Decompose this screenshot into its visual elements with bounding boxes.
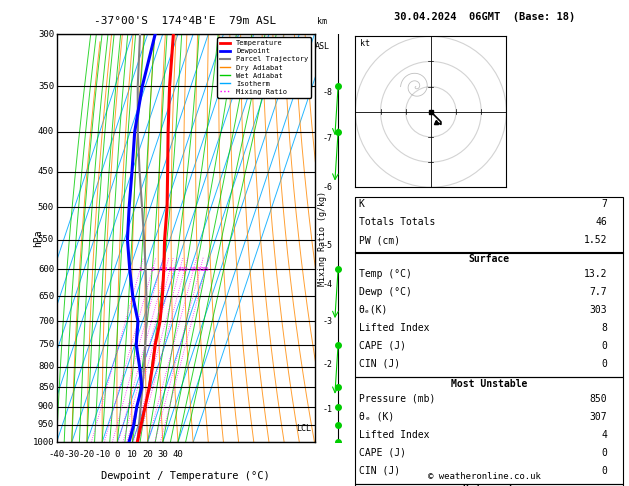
- Text: CIN (J): CIN (J): [359, 359, 399, 369]
- Text: CIN (J): CIN (J): [359, 466, 399, 475]
- Text: Lifted Index: Lifted Index: [359, 430, 429, 439]
- Text: 0: 0: [601, 448, 607, 457]
- Text: LCL: LCL: [296, 424, 311, 433]
- Text: -30: -30: [64, 451, 80, 459]
- Text: 1.52: 1.52: [584, 235, 607, 245]
- Text: 1: 1: [138, 266, 142, 272]
- Text: 20: 20: [196, 266, 204, 272]
- Text: 1000: 1000: [33, 438, 54, 447]
- Text: 450: 450: [38, 167, 54, 176]
- Text: 5: 5: [168, 266, 172, 272]
- Text: 850: 850: [589, 394, 607, 403]
- Text: 350: 350: [38, 82, 54, 91]
- Text: -8: -8: [323, 87, 332, 97]
- Text: -3: -3: [323, 317, 332, 326]
- Text: CAPE (J): CAPE (J): [359, 448, 406, 457]
- Text: -10: -10: [94, 451, 110, 459]
- Text: 10: 10: [181, 266, 189, 272]
- Text: 650: 650: [38, 292, 54, 301]
- Legend: Temperature, Dewpoint, Parcel Trajectory, Dry Adiabat, Wet Adiabat, Isotherm, Mi: Temperature, Dewpoint, Parcel Trajectory…: [217, 37, 311, 98]
- Text: 307: 307: [589, 412, 607, 421]
- Text: 2: 2: [150, 266, 155, 272]
- Text: 7: 7: [601, 199, 607, 209]
- Text: 850: 850: [38, 382, 54, 392]
- Text: 6: 6: [172, 266, 176, 272]
- Text: Most Unstable: Most Unstable: [451, 379, 527, 389]
- Text: 10: 10: [127, 451, 138, 459]
- Text: 0: 0: [601, 359, 607, 369]
- Text: -5: -5: [323, 241, 332, 250]
- Text: 13.2: 13.2: [584, 269, 607, 279]
- Text: CAPE (J): CAPE (J): [359, 341, 406, 351]
- Text: 8: 8: [178, 266, 182, 272]
- Text: -2: -2: [323, 360, 332, 369]
- Text: 7.7: 7.7: [589, 287, 607, 297]
- Text: θₑ (K): θₑ (K): [359, 412, 394, 421]
- Text: -20: -20: [79, 451, 95, 459]
- Text: 950: 950: [38, 420, 54, 429]
- Text: 4: 4: [601, 430, 607, 439]
- Text: 30.04.2024  06GMT  (Base: 18): 30.04.2024 06GMT (Base: 18): [394, 12, 575, 22]
- Text: hPa: hPa: [33, 229, 43, 247]
- Text: 0: 0: [114, 451, 120, 459]
- Text: -40: -40: [48, 451, 65, 459]
- Text: Pressure (mb): Pressure (mb): [359, 394, 435, 403]
- Text: 303: 303: [589, 305, 607, 315]
- Text: Totals Totals: Totals Totals: [359, 217, 435, 227]
- Text: 46: 46: [595, 217, 607, 227]
- Text: 700: 700: [38, 317, 54, 326]
- Text: 550: 550: [38, 235, 54, 244]
- Text: 3: 3: [158, 266, 162, 272]
- Text: 20: 20: [142, 451, 153, 459]
- Text: -7: -7: [323, 134, 332, 143]
- Text: 800: 800: [38, 362, 54, 371]
- Text: Temp (°C): Temp (°C): [359, 269, 411, 279]
- Text: 500: 500: [38, 203, 54, 212]
- Text: 400: 400: [38, 127, 54, 136]
- Text: 4: 4: [164, 266, 168, 272]
- Text: km: km: [318, 17, 327, 26]
- Text: 40: 40: [172, 451, 183, 459]
- Text: 600: 600: [38, 264, 54, 274]
- Text: K: K: [359, 199, 364, 209]
- Text: kt: kt: [360, 39, 370, 49]
- Text: Lifted Index: Lifted Index: [359, 323, 429, 333]
- Text: -4: -4: [323, 280, 332, 289]
- Text: 0: 0: [601, 466, 607, 475]
- Text: PW (cm): PW (cm): [359, 235, 399, 245]
- Text: 900: 900: [38, 402, 54, 411]
- Text: -1: -1: [323, 405, 332, 414]
- Text: -6: -6: [323, 183, 332, 192]
- Text: Mixing Ratio (g/kg): Mixing Ratio (g/kg): [318, 191, 327, 286]
- Text: 30: 30: [157, 451, 168, 459]
- Text: ASL: ASL: [315, 42, 330, 51]
- Text: Dewp (°C): Dewp (°C): [359, 287, 411, 297]
- Text: Dewpoint / Temperature (°C): Dewpoint / Temperature (°C): [101, 471, 270, 481]
- Text: 0: 0: [601, 341, 607, 351]
- Text: θₑ(K): θₑ(K): [359, 305, 388, 315]
- Text: Surface: Surface: [469, 254, 509, 264]
- Text: 25: 25: [201, 266, 209, 272]
- Text: © weatheronline.co.uk: © weatheronline.co.uk: [428, 472, 541, 481]
- Text: 15: 15: [190, 266, 198, 272]
- Text: 8: 8: [601, 323, 607, 333]
- Text: -37°00'S  174°4B'E  79m ASL: -37°00'S 174°4B'E 79m ASL: [94, 16, 277, 26]
- Text: 750: 750: [38, 340, 54, 349]
- Text: 300: 300: [38, 30, 54, 38]
